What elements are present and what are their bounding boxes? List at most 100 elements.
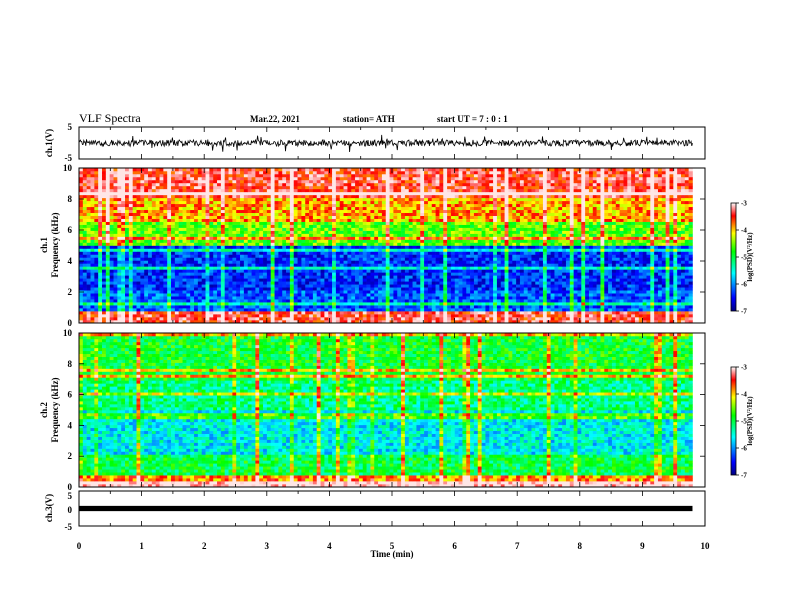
- spectrogram-cell: [190, 290, 195, 294]
- spectrogram-cell: [378, 260, 383, 264]
- spectrogram-cell: [466, 251, 471, 255]
- spectrogram-cell: [677, 299, 682, 303]
- spectrogram-cell: [420, 242, 425, 246]
- spectrogram-cell: [485, 284, 490, 288]
- spectrogram-cell: [450, 239, 456, 243]
- spectrogram-cell: [251, 296, 256, 300]
- spectrogram-cell: [366, 266, 371, 270]
- spectrogram-cell: [611, 275, 617, 279]
- spectrogram-cell: [631, 296, 636, 300]
- spectrogram-cell: [608, 251, 613, 255]
- spectrogram-cell: [293, 257, 298, 261]
- spectrogram-cell: [94, 245, 99, 249]
- spectrogram-cell: [240, 245, 245, 249]
- spectrogram-cell: [163, 251, 168, 255]
- spectrogram-cell: [470, 269, 475, 273]
- spectrogram-cell: [669, 296, 674, 300]
- spectrogram-cell: [105, 281, 110, 285]
- spectrogram-cell: [443, 308, 448, 312]
- spectrogram-cell: [404, 287, 410, 291]
- spectrogram-cell: [420, 260, 425, 264]
- spectrogram-cell: [255, 266, 260, 270]
- spectrogram-cell: [324, 317, 329, 321]
- spectrogram-cell: [163, 272, 168, 276]
- spectrogram-cell: [565, 287, 571, 291]
- spectrogram-cell: [450, 296, 456, 300]
- spectrogram-cell: [105, 290, 110, 294]
- spectrogram-cell: [171, 266, 176, 270]
- spectrogram-cell: [496, 254, 502, 258]
- spectrogram-cell: [539, 278, 544, 282]
- spectrogram-cell: [102, 287, 107, 291]
- spectrogram-cell: [496, 248, 502, 252]
- spectrogram-cell: [470, 305, 475, 309]
- spectrogram-cell: [404, 236, 410, 240]
- spectrogram-cell: [454, 248, 459, 252]
- spectrogram-cell: [113, 272, 118, 276]
- spectrogram-cell: [351, 236, 356, 240]
- spectrogram-cell: [554, 245, 559, 249]
- spectrogram-cell: [462, 272, 467, 276]
- spectrogram-cell: [301, 302, 306, 306]
- spectrogram-cell: [332, 239, 337, 243]
- spectrogram-cell: [366, 311, 371, 315]
- spectrogram-cell: [293, 269, 298, 273]
- spectrogram-cell: [266, 296, 272, 300]
- spectrogram-cell: [297, 296, 302, 300]
- spectrogram-cell: [370, 281, 375, 285]
- spectrogram-cell: [351, 293, 356, 297]
- spectrogram-cell: [634, 302, 640, 306]
- spectrogram-cell: [182, 242, 187, 246]
- spectrogram-cell: [554, 236, 559, 240]
- spectrogram-cell: [351, 254, 356, 258]
- spectrogram-cell: [132, 314, 137, 318]
- spectrogram-cell: [102, 269, 107, 273]
- spectrogram-cell: [194, 320, 199, 324]
- spectrogram-cell: [312, 230, 318, 234]
- spectrogram-cell: [623, 239, 628, 243]
- spectrogram-cell: [562, 314, 567, 318]
- spectrogram-cell: [174, 314, 179, 318]
- spectrogram-cell: [125, 257, 130, 261]
- spectrogram-cell: [251, 254, 256, 258]
- spectrogram-cell: [493, 305, 498, 309]
- spectrogram-cell: [385, 302, 390, 306]
- spectrogram-cell: [431, 308, 436, 312]
- spectrogram-cell: [136, 260, 141, 264]
- spectrogram-cell: [439, 266, 444, 270]
- spectrogram-cell: [646, 239, 651, 243]
- spectrogram-cell: [550, 260, 555, 264]
- spectrogram-cell: [519, 239, 525, 243]
- spectrogram-cell: [140, 257, 145, 261]
- spectrogram-cell: [190, 314, 195, 318]
- spectrogram-cell: [289, 254, 295, 258]
- spectrogram-cell: [661, 233, 666, 237]
- spectrogram-cell: [320, 314, 325, 318]
- spectrogram-cell: [328, 245, 333, 249]
- spectrogram-cell: [523, 242, 528, 246]
- spectrogram-cell: [542, 242, 548, 246]
- spectrogram-cell: [163, 296, 168, 300]
- spectrogram-cell: [634, 281, 640, 285]
- spectrogram-cell: [328, 236, 333, 240]
- spectrogram-cell: [623, 245, 628, 249]
- spectrogram-cell: [270, 311, 275, 315]
- spectrogram-cell: [527, 263, 532, 267]
- spectrogram-cell: [301, 236, 306, 240]
- spectrogram-cell: [178, 287, 183, 291]
- spectrogram-cell: [546, 302, 551, 306]
- spectrogram-cell: [282, 281, 287, 285]
- spectrogram-cell: [163, 236, 168, 240]
- spectrogram-cell: [473, 254, 479, 258]
- spectrogram-cell: [669, 245, 674, 249]
- spectrogram-cell: [424, 233, 429, 237]
- spectrogram-cell: [316, 296, 321, 300]
- spectrogram-cell: [466, 296, 471, 300]
- spectrogram-cell: [140, 233, 145, 237]
- spectrogram-cell: [669, 317, 674, 321]
- spectrogram-cell: [144, 284, 149, 288]
- spectrogram-cell: [117, 248, 122, 252]
- spectrogram-cell: [504, 230, 509, 234]
- spectrogram-cell: [102, 263, 107, 267]
- spectrogram-cell: [427, 296, 433, 300]
